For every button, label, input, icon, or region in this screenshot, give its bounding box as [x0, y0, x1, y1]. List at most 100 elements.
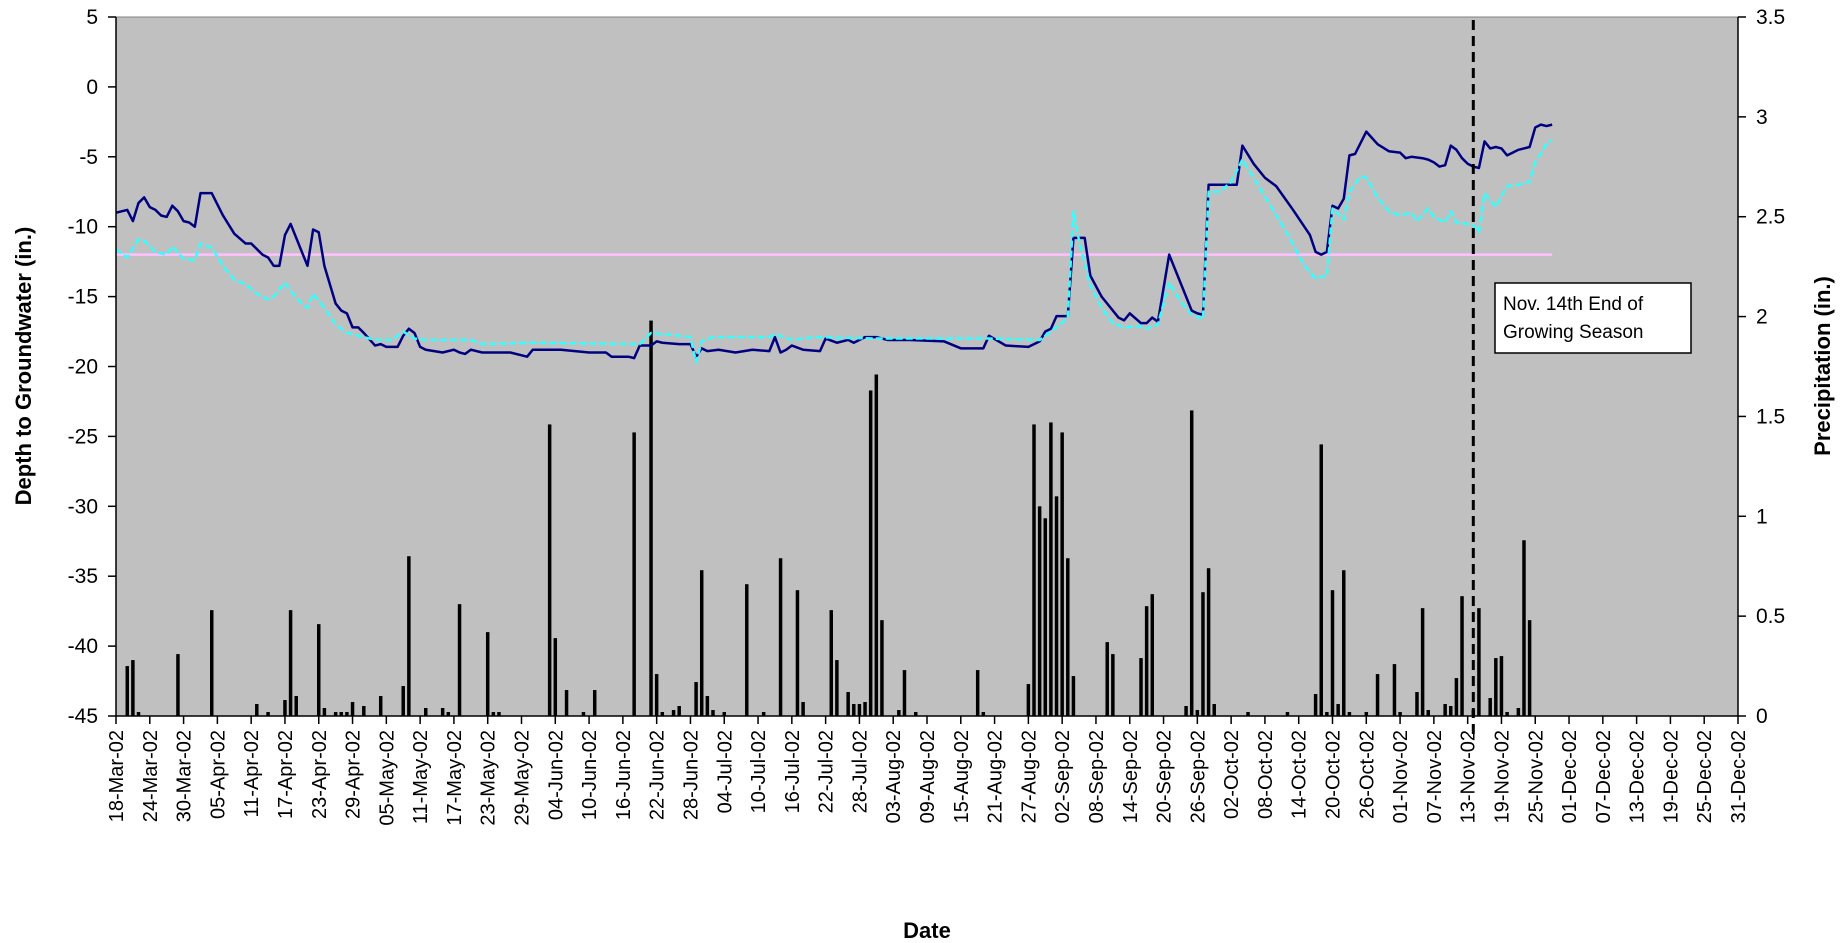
precip-bar-24: [485, 632, 490, 716]
x-tick-label: 07-Dec-02: [1593, 730, 1615, 823]
precip-bar-88: [1336, 704, 1340, 716]
precip-bar-76: [1184, 706, 1188, 716]
x-tick-label: 13-Dec-02: [1627, 730, 1649, 823]
y-left-tick-label: 0: [86, 76, 98, 99]
x-tick-label: 20-Sep-02: [1154, 730, 1176, 823]
precip-bar-39: [699, 570, 704, 716]
x-tick-label: 02-Oct-02: [1221, 730, 1243, 819]
precip-bar-37: [677, 706, 681, 716]
precip-bar-77: [1189, 410, 1194, 716]
y-right-tick-label: 3.5: [1756, 6, 1785, 29]
x-tick-label: 31-Dec-02: [1728, 730, 1750, 823]
x-tick-label: 03-Aug-02: [883, 730, 905, 823]
precip-bar-26: [497, 712, 501, 716]
x-tick-label: 24-Mar-02: [140, 730, 162, 822]
x-tick-label: 18-Mar-02: [106, 730, 128, 822]
precip-bar-91: [1364, 712, 1369, 716]
precip-bar-44: [761, 712, 766, 716]
precip-bar-16: [362, 706, 366, 716]
precip-bar-85: [1319, 444, 1323, 716]
groundwater-series-solid: [115, 123, 1553, 360]
y-left-tick-label: -40: [68, 635, 98, 658]
x-tick-label: 29-Apr-02: [343, 730, 365, 819]
precip-bar-61: [981, 712, 986, 716]
precip-bar-52: [857, 704, 862, 716]
precip-bar-11: [322, 708, 327, 716]
precip-bar-95: [1415, 692, 1419, 716]
precip-bar-86: [1325, 712, 1329, 716]
precip-bar-97: [1426, 710, 1430, 716]
x-tick-label: 29-May-02: [512, 730, 534, 826]
annotation-line-1: Nov. 14th End of: [1503, 294, 1644, 315]
y-left-tick-label: -5: [79, 146, 98, 169]
precip-bar-36: [671, 710, 676, 716]
precip-bar-28: [553, 638, 558, 716]
y-left-tick-label: -30: [68, 495, 98, 518]
x-tick-label: 01-Nov-02: [1390, 730, 1412, 823]
precip-bar-106: [1499, 656, 1504, 716]
precip-bar-75: [1150, 594, 1155, 716]
x-tick-label: 04-Jul-02: [714, 730, 736, 813]
precip-bar-63: [1032, 424, 1036, 716]
x-tick-label: 19-Dec-02: [1660, 730, 1682, 823]
precip-bar-38: [694, 682, 698, 716]
precip-bar-41: [711, 710, 715, 716]
x-tick-label: 21-Aug-02: [985, 730, 1007, 823]
precip-bar-20: [424, 708, 428, 716]
precip-bar-49: [835, 660, 839, 716]
x-tick-label: 11-May-02: [410, 730, 432, 824]
precip-bar-50: [846, 692, 850, 716]
precip-bar-2: [136, 712, 141, 716]
precip-bar-94: [1398, 712, 1402, 716]
precip-bar-21: [440, 708, 445, 716]
precip-bar-96: [1420, 608, 1425, 716]
x-tick-label: 08-Sep-02: [1086, 730, 1108, 823]
y-right-tick-label: 0: [1756, 705, 1768, 728]
x-tick-label: 23-Apr-02: [309, 730, 331, 819]
precip-bar-32: [632, 432, 636, 716]
x-tick-label: 01-Dec-02: [1559, 730, 1581, 823]
precip-bar-69: [1066, 558, 1070, 716]
precip-bar-54: [868, 390, 873, 716]
x-tick-label: 08-Oct-02: [1255, 730, 1277, 819]
precip-bar-42: [722, 712, 726, 716]
precip-bar-82: [1246, 712, 1250, 716]
precip-bar-19: [407, 556, 411, 716]
x-tick-label: 17-Apr-02: [275, 730, 297, 819]
precip-bar-15: [350, 702, 355, 716]
precip-bar-64: [1037, 506, 1042, 716]
left-axis-title: Depth to Groundwater (in.): [11, 227, 36, 506]
precip-bar-46: [795, 590, 800, 716]
y-left-tick-label: 5: [86, 6, 98, 29]
plot-area: [115, 16, 1739, 717]
x-tick-label: 05-May-02: [376, 730, 398, 826]
x-tick-label: 17-May-02: [444, 730, 466, 826]
precip-bar-29: [564, 690, 569, 716]
precip-bar-99: [1449, 706, 1453, 716]
precip-bar-4: [210, 610, 214, 716]
x-axis-title: Date: [903, 918, 951, 943]
x-tick-label: 07-Nov-02: [1424, 730, 1446, 823]
precip-bar-89: [1342, 570, 1346, 716]
x-tick-label: 26-Sep-02: [1187, 730, 1209, 823]
precip-bar-100: [1454, 678, 1459, 716]
precip-bar-74: [1144, 606, 1149, 716]
y-right-tick-label: 3: [1756, 106, 1768, 129]
precip-bar-58: [902, 670, 907, 716]
groundwater-series-dashed: [115, 139, 1553, 364]
precip-bar-9: [294, 696, 298, 716]
precip-bar-107: [1505, 712, 1509, 716]
right-axis-title: Precipitation (in.): [1810, 276, 1835, 456]
precip-bar-55: [874, 374, 879, 716]
y-left-tick-label: -15: [68, 286, 98, 309]
x-tick-label: 10-Jul-02: [748, 730, 770, 813]
precip-bar-35: [660, 712, 665, 716]
precip-bar-8: [288, 610, 293, 716]
y-right-tick-label: 1.5: [1756, 405, 1785, 428]
precip-bar-93: [1392, 664, 1397, 716]
precip-bar-78: [1195, 710, 1200, 716]
annotation-box-frame: [1494, 282, 1692, 354]
chart-marks: [115, 20, 1553, 738]
precip-bar-7: [283, 700, 287, 716]
